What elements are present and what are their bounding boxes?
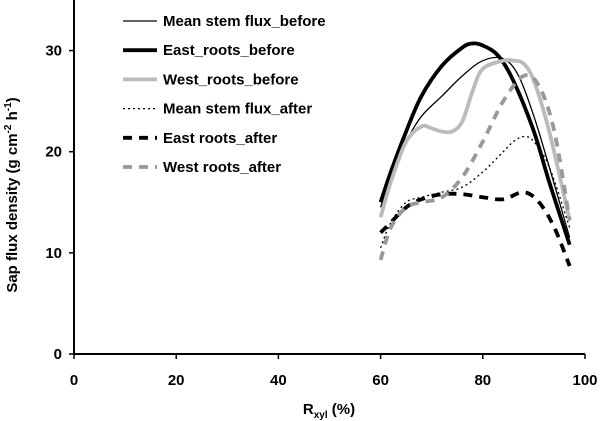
legend-label-2: East_roots_before (163, 42, 295, 59)
y-tick-label: 0 (54, 346, 62, 363)
series-line-5 (379, 190, 572, 267)
legend-label-5: East roots_after (163, 130, 277, 147)
legend-label-6: West roots_after (163, 159, 281, 176)
x-axis-title-suffix: (%) (328, 401, 356, 418)
y-axis-title-sup1: -2 (3, 124, 14, 133)
series-line-2 (378, 41, 572, 246)
x-tick-label: 0 (70, 372, 78, 389)
x-axis-title-sub: xyl (314, 410, 328, 421)
y-axis-title-sup2: -1 (3, 102, 14, 111)
series-line-6 (378, 73, 572, 261)
x-tick-label: 20 (168, 372, 185, 389)
series (378, 41, 572, 267)
x-tick-label: 40 (270, 372, 287, 389)
y-axis-title-end: ) (4, 97, 21, 102)
x-tick-label: 80 (474, 372, 491, 389)
legend-label-4: Mean stem flux_after (163, 101, 312, 118)
legend: Mean stem flux_before East_roots_before We… (123, 13, 326, 176)
series-line-4 (379, 135, 571, 249)
y-tick-label: 30 (45, 43, 62, 60)
series-line-3 (378, 58, 572, 221)
x-axis-title-main: R (303, 401, 314, 418)
ticks: 0 20 40 60 80 100 0 10 20 30 (45, 43, 597, 389)
y-tick-label: 20 (45, 144, 62, 161)
y-axis-title-mid: h (4, 111, 21, 124)
axes (73, 0, 585, 355)
legend-label-1: Mean stem flux_before (163, 13, 326, 30)
y-tick-label: 10 (45, 245, 62, 262)
legend-label-3: West_roots_before (163, 71, 299, 88)
y-axis-title: Sap flux density (g cm-2 h-1) (3, 97, 21, 292)
x-tick-label: 60 (372, 372, 389, 389)
x-tick-label: 100 (572, 372, 597, 389)
y-axis-title-main: Sap flux density (g cm (4, 133, 21, 292)
x-axis-title: Rxyl (%) (303, 401, 355, 421)
